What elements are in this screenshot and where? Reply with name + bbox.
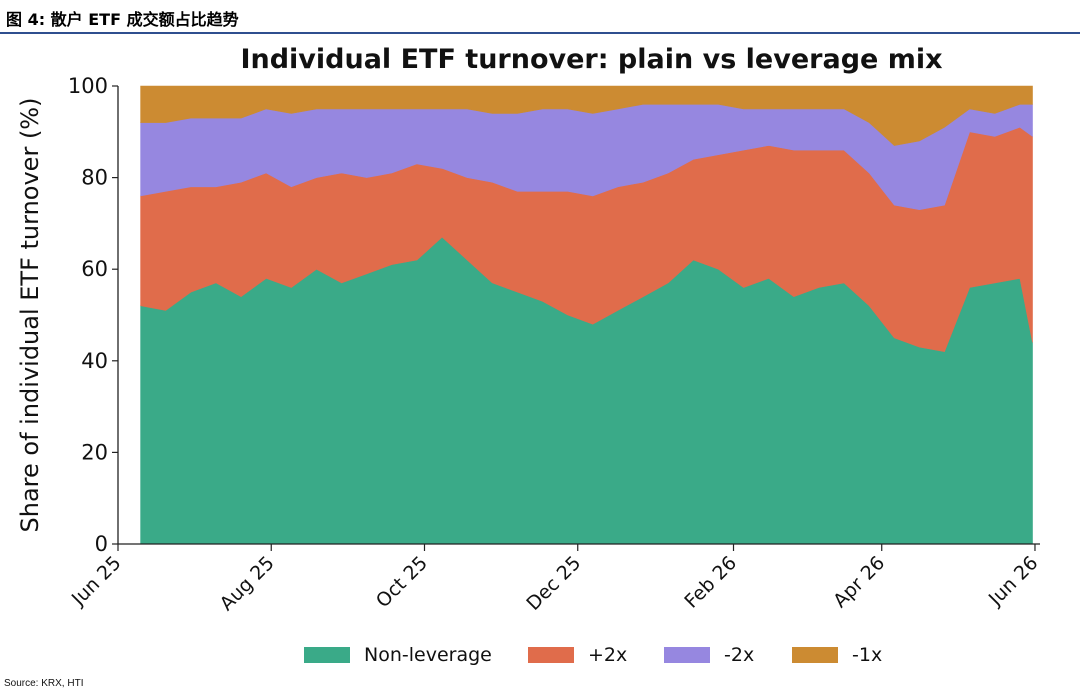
y-axis-ticks: 0 20 40 60 80 100: [68, 74, 118, 556]
y-axis-label: Share of individual ETF turnover (%): [16, 98, 44, 533]
y-tick-label: 80: [81, 166, 108, 190]
stacked-area-chart: 0 20 40 60 80 100 Jun 25 Aug 25 Oct 25 Dec 25 Feb…: [16, 74, 1043, 615]
chart-legend: Non-leverage +2x -2x -1x: [0, 640, 1080, 670]
y-tick-label: 40: [81, 349, 108, 373]
area-series-minus-1x: [140, 85, 1033, 146]
x-tick-label: Oct 25: [372, 552, 432, 612]
legend-item-non-leverage: Non-leverage: [304, 640, 492, 670]
y-tick-label: 20: [81, 440, 108, 464]
figure-caption: 图 4: 散户 ETF 成交额占比趋势: [6, 10, 239, 29]
caption-divider: [0, 32, 1080, 34]
x-tick-label: Dec 25: [522, 552, 585, 615]
legend-swatch-plus-2x: [528, 647, 574, 663]
legend-item-minus-1x: -1x: [792, 640, 882, 670]
legend-swatch-minus-2x: [664, 647, 710, 663]
legend-label-non-leverage: Non-leverage: [364, 644, 492, 666]
legend-swatch-non-leverage: [304, 647, 350, 663]
x-tick-label: Aug 25: [216, 552, 279, 615]
legend-item-minus-2x: -2x: [664, 640, 754, 670]
y-tick-label: 0: [95, 532, 108, 556]
x-tick-label: Jun 25: [67, 552, 126, 611]
x-axis-ticks: Jun 25 Aug 25 Oct 25 Dec 25 Feb 26 Apr 26 Jun …: [67, 544, 1043, 615]
source-note: Source: KRX, HTI: [4, 678, 84, 689]
y-tick-label: 60: [81, 257, 108, 281]
legend-swatch-minus-1x: [792, 647, 838, 663]
y-tick-label: 100: [68, 74, 108, 98]
x-tick-label: Jun 26: [984, 552, 1043, 611]
x-tick-label: Feb 26: [680, 552, 741, 613]
legend-label-minus-1x: -1x: [852, 644, 883, 666]
legend-label-plus-2x: +2x: [588, 644, 628, 666]
legend-label-minus-2x: -2x: [724, 644, 755, 666]
area-layers: [140, 85, 1033, 545]
chart-title: Individual ETF turnover: plain vs levera…: [240, 44, 943, 75]
legend-item-plus-2x: +2x: [528, 640, 627, 670]
x-tick-label: Apr 26: [829, 552, 889, 612]
